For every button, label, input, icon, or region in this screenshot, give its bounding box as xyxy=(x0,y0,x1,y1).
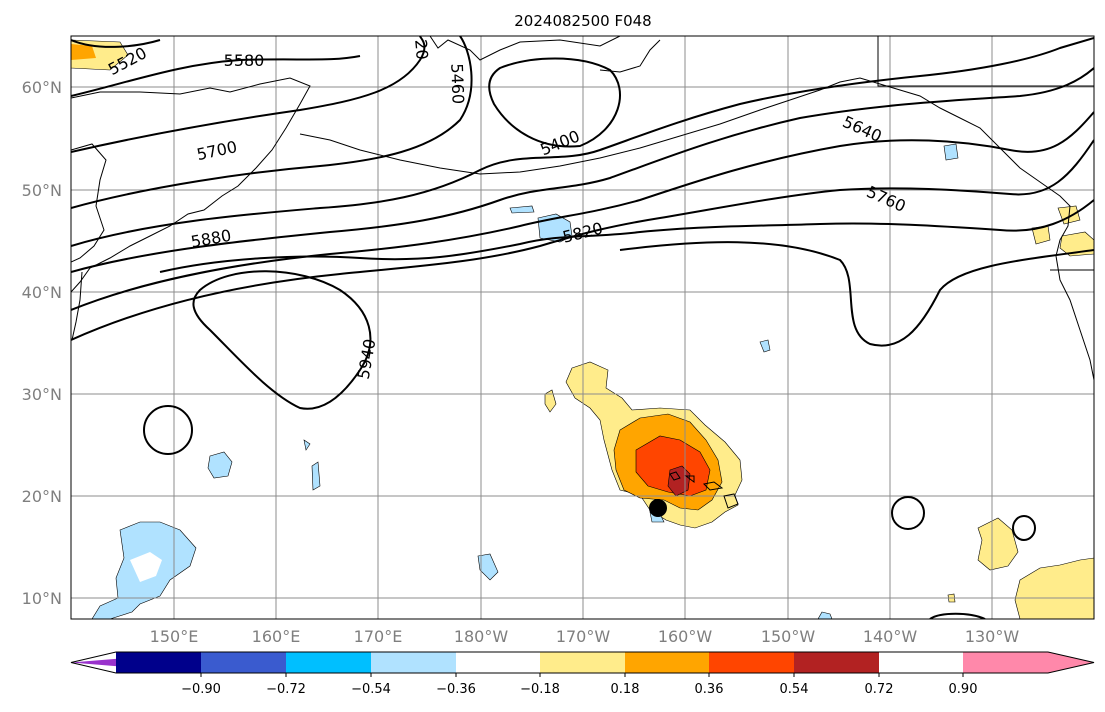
latitude-labels: 60°N 50°N 40°N 30°N 20°N 10°N xyxy=(22,78,62,608)
colorbar-segment xyxy=(286,652,371,673)
lat-label: 20°N xyxy=(22,487,62,506)
colorbar-segment xyxy=(201,652,286,673)
lon-label: 150°E xyxy=(150,627,199,646)
colorbar-segment xyxy=(709,652,794,673)
map-title: 2024082500 F048 xyxy=(514,12,651,30)
colorbar-tick-label: −0.18 xyxy=(520,682,560,697)
colorbar-tick-label: −0.54 xyxy=(351,682,391,697)
anomaly-shading xyxy=(71,39,1094,619)
colorbar-tick-label: 0.36 xyxy=(695,682,724,697)
colorbar-segment xyxy=(456,652,540,673)
lon-label: 180°W xyxy=(454,627,509,646)
contour-label: 5460 xyxy=(447,63,467,104)
lon-label: 170°E xyxy=(354,627,403,646)
coastlines xyxy=(71,36,1094,509)
colorbar-outline xyxy=(70,651,1095,674)
lat-label: 40°N xyxy=(22,283,62,302)
colorbar-segment xyxy=(371,652,456,673)
lon-label: 130°W xyxy=(965,627,1020,646)
colorbar: −0.90 −0.72 −0.54 −0.36 −0.18 0.18 0.36 0.54 0.7… xyxy=(70,651,1095,697)
colorbar-segment xyxy=(116,652,201,673)
lat-label: 10°N xyxy=(22,589,62,608)
lon-label: 160°W xyxy=(658,627,713,646)
lat-label: 50°N xyxy=(22,181,62,200)
colorbar-tick-label: 0.18 xyxy=(611,682,640,697)
lat-label: 30°N xyxy=(22,385,62,404)
contour-labels: 5520 5580 5700 5880 5940 20 5460 5400 58… xyxy=(105,39,909,381)
colorbar-tick-label: 0.72 xyxy=(865,682,894,697)
storm-marker xyxy=(649,499,667,517)
map-border xyxy=(70,35,1095,620)
map-area: 5520 5580 5700 5880 5940 20 5460 5400 58… xyxy=(71,36,1094,619)
lon-label: 150°W xyxy=(761,627,816,646)
colorbar-tick-label: −0.36 xyxy=(436,682,476,697)
lon-label: 170°W xyxy=(556,627,611,646)
colorbar-tick-label: −0.72 xyxy=(266,682,306,697)
colorbar-segment xyxy=(794,652,879,673)
contour-label: 5580 xyxy=(224,51,265,70)
colorbar-tick-label: 0.90 xyxy=(949,682,978,697)
lon-label: 160°E xyxy=(252,627,301,646)
lat-label: 60°N xyxy=(22,78,62,97)
colorbar-tick-label: −0.90 xyxy=(181,682,221,697)
colorbar-tick-label: 0.54 xyxy=(780,682,809,697)
colorbar-segment xyxy=(625,652,709,673)
lon-label: 140°W xyxy=(863,627,918,646)
longitude-labels: 150°E 160°E 170°E 180°W 170°W 160°W 150°… xyxy=(150,627,1020,646)
colorbar-extend-high xyxy=(963,652,1094,673)
height-contours xyxy=(71,36,1094,619)
contour-label: 20 xyxy=(411,39,432,61)
colorbar-segment xyxy=(540,652,625,673)
